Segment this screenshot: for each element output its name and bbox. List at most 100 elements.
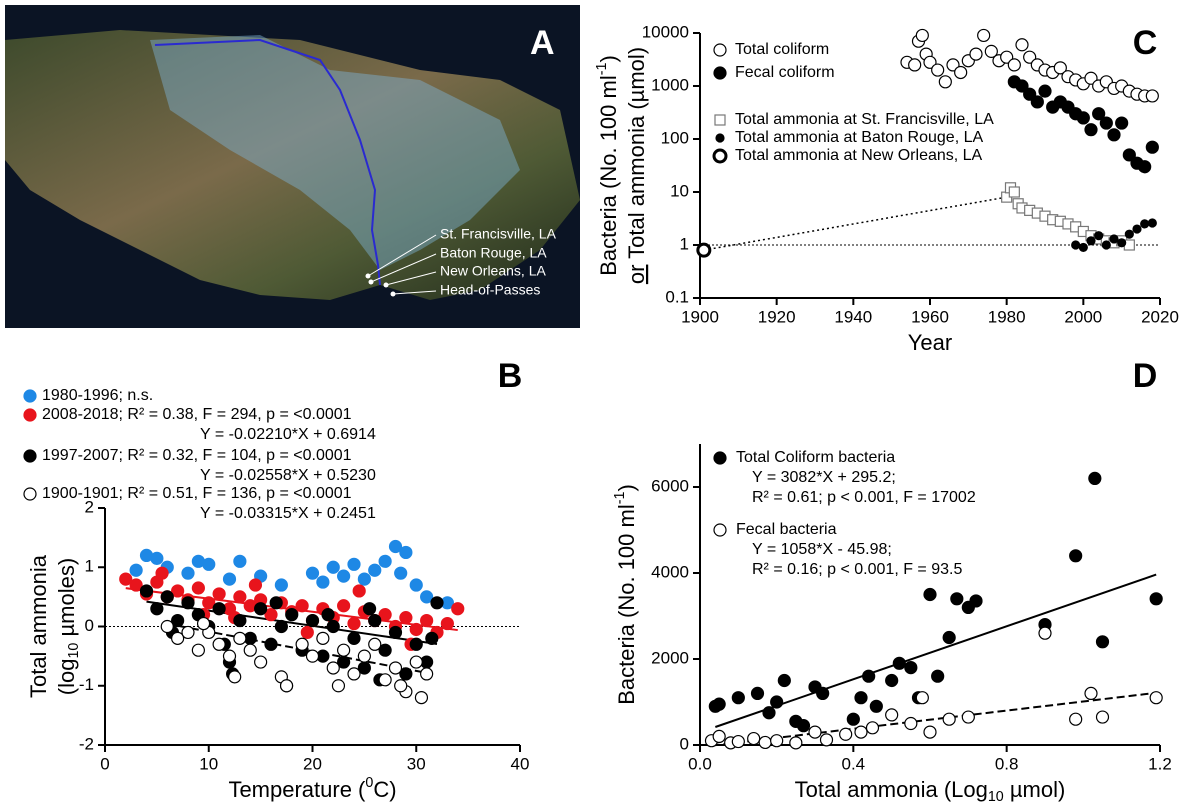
land [5, 30, 580, 300]
point [305, 613, 320, 628]
point [950, 592, 964, 606]
x-tick-label: 10 [199, 754, 218, 773]
point [1084, 686, 1098, 701]
y-tick-label: 10000 [642, 22, 689, 41]
point [274, 578, 288, 592]
label-part: µmoles) [54, 558, 79, 643]
point [150, 602, 164, 616]
point [1094, 231, 1104, 241]
point [931, 669, 945, 683]
point [1132, 224, 1142, 234]
point [414, 690, 429, 705]
point [1069, 549, 1083, 563]
y-tick-label: 1 [85, 557, 94, 576]
point [731, 691, 745, 705]
point [181, 625, 195, 640]
label-part: Bacteria (No. 100 ml [596, 75, 621, 276]
x-tick-label: 0.4 [842, 754, 866, 773]
x-tick-label: 1900 [681, 307, 719, 326]
x-tick-label: 30 [407, 754, 426, 773]
point [347, 631, 361, 645]
leader-line [367, 234, 437, 277]
y-tick-label: 0 [85, 616, 94, 635]
point [326, 661, 340, 675]
point [904, 660, 918, 675]
point [274, 619, 288, 634]
x-tick-label: 2000 [1064, 307, 1102, 326]
point [212, 602, 226, 616]
y-tick-label: 100 [661, 128, 689, 147]
point [1140, 219, 1150, 229]
point [378, 643, 392, 657]
point [347, 667, 361, 681]
point [750, 686, 765, 701]
legend-label: Total ammonia at New Orleans, LA [735, 147, 983, 164]
point [915, 28, 929, 43]
point [337, 599, 351, 613]
point [233, 631, 247, 645]
panel-letter: A [530, 24, 555, 62]
label: Year [908, 330, 952, 355]
point [1088, 471, 1102, 485]
point [388, 661, 403, 675]
label: Bacteria (No. 100 ml-1) [594, 55, 621, 276]
legend-label: Fecal bacteria [736, 521, 837, 538]
panel-letter: B [498, 357, 523, 395]
label-part: Bacteria (No. 100 ml [614, 504, 639, 705]
legend-label: 1997-2007; R² = 0.32, F = 104, p = <0.00… [42, 447, 352, 464]
label-part: (log [54, 659, 79, 696]
point [862, 669, 876, 683]
point [295, 637, 309, 651]
point [839, 727, 853, 741]
point [305, 649, 320, 663]
panel-letter: D [1133, 357, 1158, 395]
map-panel [5, 5, 580, 328]
point [977, 28, 991, 43]
point [1023, 87, 1037, 101]
point [378, 554, 392, 568]
point [394, 679, 408, 693]
point [942, 712, 956, 726]
point [923, 55, 937, 69]
x-tick-label: 2020 [1141, 307, 1179, 326]
point [1015, 79, 1029, 93]
legend-label: Total coliform [735, 41, 829, 58]
fit-line [146, 600, 438, 646]
y-tick-label: 10 [670, 181, 689, 200]
label: or Total ammonia (µmol) [624, 47, 649, 284]
point [1015, 38, 1029, 52]
point [357, 649, 371, 663]
point [1069, 712, 1083, 726]
legend-marker [713, 43, 727, 57]
point [409, 578, 423, 592]
point [357, 572, 371, 586]
point [368, 637, 382, 651]
x-tick-label: 0.0 [688, 754, 712, 773]
label: Total ammonia (Log10 µmol) [795, 777, 1066, 805]
point [388, 539, 403, 554]
point [409, 655, 423, 669]
legend-marker [715, 133, 725, 143]
point [942, 630, 956, 645]
y-tick-label: -2 [79, 734, 94, 753]
point [1078, 242, 1088, 253]
point [212, 637, 226, 651]
point [295, 599, 309, 613]
point [770, 734, 784, 748]
annotation: R² = 0.61; p < 0.001, F = 17002 [752, 489, 976, 506]
point [1107, 128, 1121, 142]
point [1092, 107, 1106, 121]
point [368, 563, 382, 577]
point [1038, 626, 1052, 640]
point [425, 631, 439, 645]
point [254, 602, 268, 616]
point [378, 608, 392, 622]
point [1149, 691, 1163, 705]
point [150, 551, 164, 565]
label-part: 10 [66, 643, 82, 659]
legend-marker [23, 487, 37, 501]
label-part: Total ammonia (µmol) [624, 47, 649, 265]
leader-line [385, 271, 437, 286]
point [796, 719, 811, 733]
